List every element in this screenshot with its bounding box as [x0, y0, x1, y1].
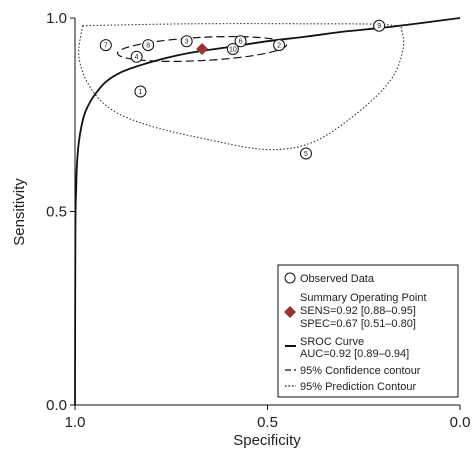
- study-label: 3: [185, 39, 189, 46]
- legend-confidence-label: 95% Confidence contour: [300, 365, 421, 377]
- study-label: 9: [377, 23, 381, 30]
- study-point: [300, 147, 312, 160]
- x-tick-label: 1.0: [65, 414, 86, 431]
- summary-operating-point: [196, 42, 209, 55]
- study-point: [234, 35, 247, 48]
- y-axis-label: Sensitivity: [11, 178, 28, 246]
- legend-summary-title: Summary Operating Point: [300, 292, 427, 304]
- study-label: 10: [229, 46, 237, 53]
- legend-sens: SENS=0.92 [0.88–0.95]: [300, 305, 416, 317]
- y-tick-label: 1.0: [46, 10, 67, 27]
- study-label: 2: [277, 43, 281, 50]
- study-label: 4: [135, 54, 139, 61]
- x-tick-label: 0.5: [257, 414, 278, 431]
- legend: Observed Data Summary Operating Point SE…: [277, 264, 459, 398]
- study-point: [99, 39, 112, 52]
- study-label: 6: [239, 39, 243, 46]
- sroc-curve: [74, 17, 461, 406]
- legend-observed-marker: [284, 272, 296, 284]
- study-point: [134, 85, 147, 98]
- study-point: [226, 42, 239, 55]
- study-point: [273, 39, 286, 52]
- y-tick-label: 0.5: [46, 204, 67, 221]
- study-label: 5: [304, 151, 308, 158]
- study-point: [180, 35, 193, 48]
- study-label: 8: [146, 43, 150, 50]
- legend-summary-marker: [284, 306, 296, 318]
- x-axis-label: Specificity: [233, 432, 301, 449]
- study-point: [142, 39, 155, 52]
- study-label: 1: [138, 89, 142, 96]
- legend-prediction-label: 95% Prediction Contour: [300, 381, 417, 393]
- study-point: [373, 19, 386, 32]
- legend-observed-label: Observed Data: [300, 273, 375, 285]
- legend-auc: AUC=0.92 [0.89–0.94]: [300, 348, 409, 360]
- legend-spec: SPEC=0.67 [0.51–0.80]: [300, 318, 416, 330]
- x-tick-label: 0.0: [450, 414, 471, 431]
- legend-box: [277, 264, 459, 398]
- legend-sroc-title: SROC Curve: [300, 336, 364, 348]
- y-tick-label: 0.0: [46, 397, 67, 414]
- study-point: [130, 50, 143, 63]
- study-label: 7: [104, 43, 108, 50]
